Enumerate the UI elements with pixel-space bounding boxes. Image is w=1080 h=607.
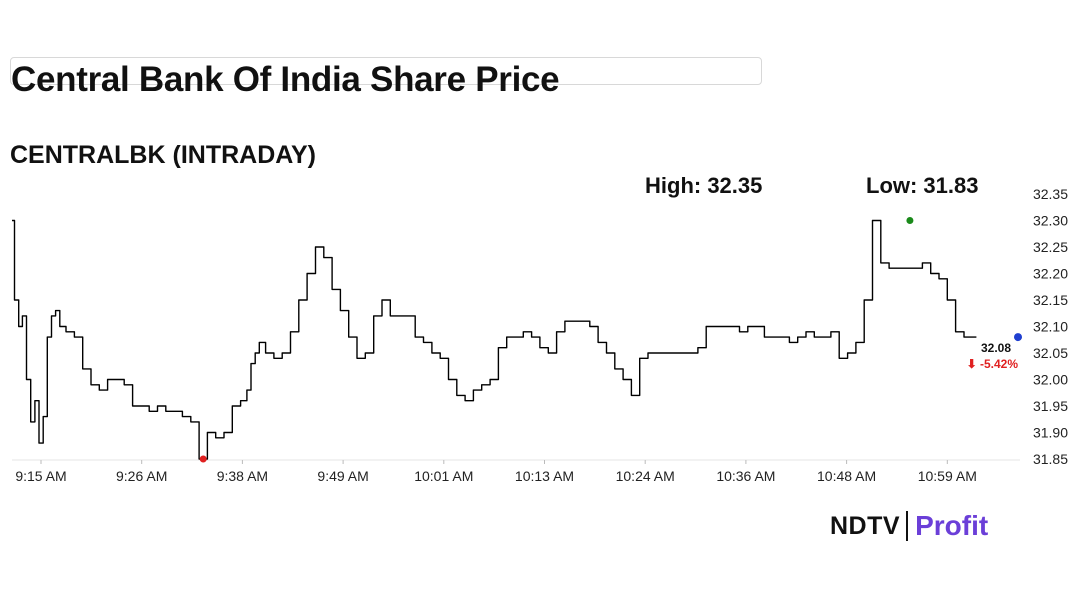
x-tick-label: 10:01 AM: [414, 468, 473, 484]
page-title: Central Bank Of India Share Price: [11, 60, 560, 99]
ndtv-profit-logo: NDTV Profit: [830, 506, 988, 546]
y-axis-ticks: 32.35 32.30 32.25 32.20 32.15 32.10 32.05 32.00…: [1033, 186, 1068, 467]
low-point-marker: [199, 455, 207, 463]
y-tick-label: 31.85: [1033, 451, 1068, 467]
x-tick-label: 9:49 AM: [317, 468, 368, 484]
y-tick-label: 32.05: [1033, 345, 1068, 361]
y-tick-label: 32.10: [1033, 319, 1068, 335]
x-tick-label: 10:59 AM: [918, 468, 977, 484]
brand-ndtv-text: NDTV: [830, 512, 901, 540]
high-price-label: High: 32.35: [645, 173, 763, 198]
x-tick-label: 9:26 AM: [116, 468, 167, 484]
x-tick-label: 9:15 AM: [15, 468, 66, 484]
x-tick-label: 10:36 AM: [716, 468, 775, 484]
y-tick-label: 32.20: [1033, 266, 1068, 282]
high-point-marker: [906, 217, 914, 224]
last-price-label: 32.08: [981, 341, 1011, 355]
y-tick-label: 32.35: [1033, 186, 1068, 202]
x-tick-label: 9:38 AM: [217, 468, 268, 484]
price-series-line: [12, 219, 977, 460]
last-price-marker: [1014, 333, 1022, 342]
brand-profit-text: Profit: [915, 510, 989, 541]
title-box: [10, 57, 762, 85]
x-axis-ticks: 9:15 AM 9:26 AM 9:38 AM 9:49 AM 10:01 AM 10:1…: [15, 460, 977, 484]
low-price-label: Low: 31.83: [866, 173, 979, 198]
y-tick-label: 31.90: [1033, 425, 1068, 441]
y-tick-label: 32.15: [1033, 292, 1068, 308]
brand-separator: [906, 511, 909, 541]
price-markers: [199, 217, 1022, 463]
x-tick-label: 10:13 AM: [515, 468, 574, 484]
y-tick-label: 32.00: [1033, 372, 1068, 388]
chart-subtitle: CENTRALBK (INTRADAY): [10, 141, 317, 169]
change-percent-label: ⬇ -5.42%: [967, 357, 1019, 371]
y-tick-label: 32.30: [1033, 213, 1068, 229]
y-tick-label: 31.95: [1033, 398, 1068, 414]
x-tick-label: 10:24 AM: [616, 468, 675, 484]
y-tick-label: 32.25: [1033, 239, 1068, 255]
x-tick-label: 10:48 AM: [817, 468, 876, 484]
